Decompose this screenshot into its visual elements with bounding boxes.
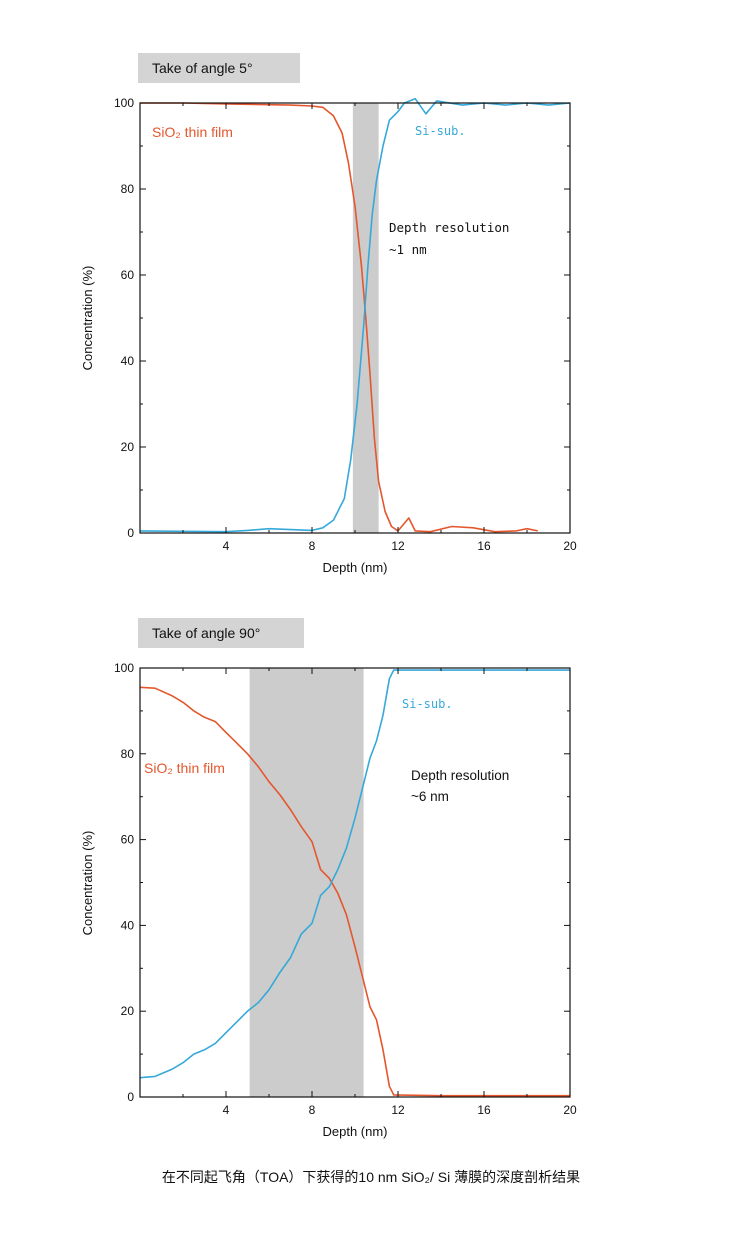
y-tick-label: 60 bbox=[121, 833, 135, 847]
series-label-sio2: SiO₂ thin film bbox=[152, 124, 233, 140]
depth-resolution-annotation: Depth resolution bbox=[389, 220, 509, 235]
y-tick-label: 100 bbox=[114, 96, 134, 110]
y-tick-label: 80 bbox=[121, 747, 135, 761]
y-tick-label: 60 bbox=[121, 268, 135, 282]
chart1-title: Take of angle 5° bbox=[138, 53, 300, 83]
series-line-si-sub bbox=[139, 669, 570, 1079]
x-tick-label: 4 bbox=[223, 1103, 230, 1117]
x-tick-label: 20 bbox=[563, 539, 577, 553]
y-tick-label: 20 bbox=[121, 440, 135, 454]
series-label-sio2: SiO₂ thin film bbox=[144, 760, 225, 776]
series-label-si-sub: Si-sub. bbox=[402, 697, 453, 711]
x-tick-label: 8 bbox=[309, 1103, 316, 1117]
depth-resolution-band bbox=[249, 668, 364, 1097]
chart-1: 4 8 12 16 20 0 20 40 60 80 100 Depth (nm) Concentrat… bbox=[80, 96, 577, 575]
chart-2: 4 8 12 16 20 0 20 40 60 80 100 Depth (nm) Concentrat… bbox=[80, 661, 577, 1139]
x-tick-label: 12 bbox=[391, 539, 405, 553]
x-tick-label: 12 bbox=[391, 1103, 405, 1117]
y-tick-label: 20 bbox=[121, 1004, 135, 1018]
y-tick-label: 40 bbox=[121, 354, 135, 368]
depth-resolution-annotation: ~6 nm bbox=[411, 789, 449, 804]
depth-resolution-annotation: Depth resolution bbox=[411, 768, 509, 783]
chart2-title: Take of angle 90° bbox=[138, 618, 304, 648]
series-line-sio2 bbox=[139, 686, 570, 1097]
y-tick-label: 80 bbox=[121, 182, 135, 196]
y-tick-label: 40 bbox=[121, 918, 135, 932]
figure-caption: 在不同起飞角（TOA）下获得的10 nm SiO₂/ Si 薄膜的深度剖析结果 bbox=[161, 1169, 581, 1185]
series-line-si-sub bbox=[139, 97, 571, 533]
x-tick-label: 4 bbox=[223, 539, 230, 553]
depth-resolution-annotation: ~1 nm bbox=[389, 242, 427, 257]
x-tick-label: 16 bbox=[477, 539, 491, 553]
x-axis-label: Depth (nm) bbox=[322, 1124, 387, 1139]
y-tick-label: 100 bbox=[114, 661, 134, 675]
y-tick-label: 0 bbox=[127, 1090, 134, 1104]
y-axis-label: Concentration (%) bbox=[80, 831, 95, 936]
x-axis-label: Depth (nm) bbox=[322, 560, 387, 575]
x-tick-label: 16 bbox=[477, 1103, 491, 1117]
series-line-sio2 bbox=[140, 102, 538, 533]
x-tick-label: 20 bbox=[563, 1103, 577, 1117]
x-tick-label: 8 bbox=[309, 539, 316, 553]
series-label-si-sub: Si-sub. bbox=[415, 124, 466, 138]
y-axis-label: Concentration (%) bbox=[80, 266, 95, 371]
y-tick-label: 0 bbox=[127, 526, 134, 540]
